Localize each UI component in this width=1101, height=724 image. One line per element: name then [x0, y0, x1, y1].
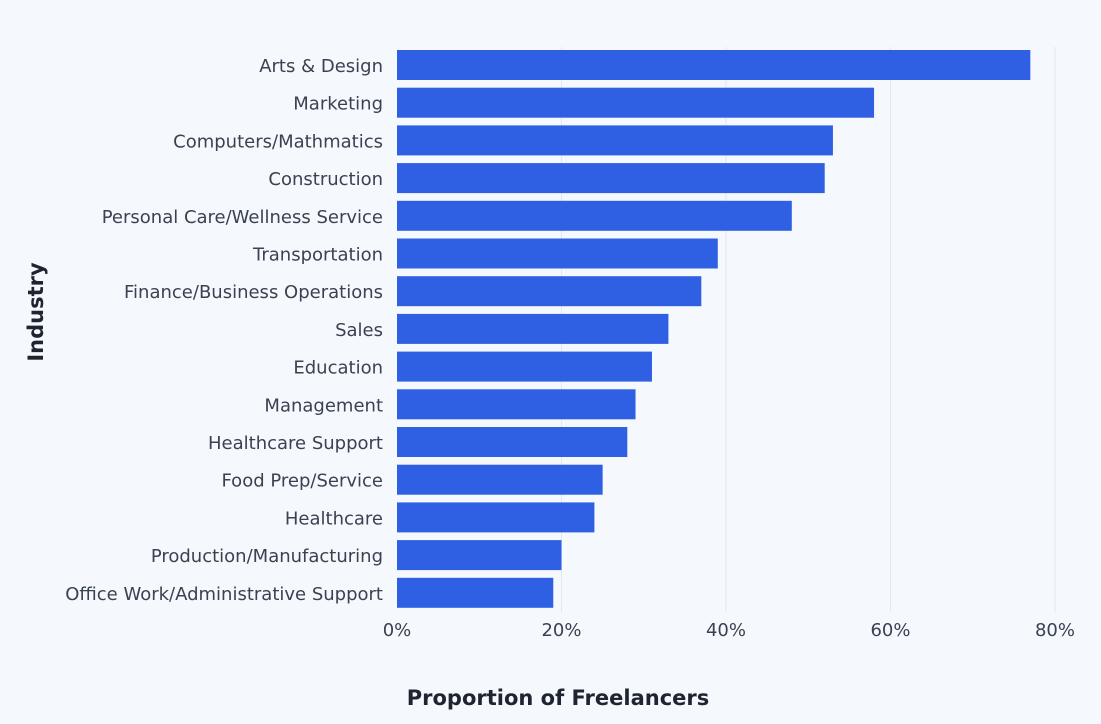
category-label: Healthcare [285, 508, 383, 529]
bar [397, 200, 792, 231]
x-axis-title: Proportion of Freelancers [407, 686, 710, 710]
bar [397, 50, 1031, 80]
category-label: Transportation [252, 245, 383, 266]
category-label: Arts & Design [259, 56, 383, 77]
bar [397, 351, 652, 382]
category-label: Healthcare Support [208, 433, 383, 454]
bar [397, 577, 554, 608]
bar [397, 389, 636, 420]
category-label: Computers/Mathmatics [173, 131, 383, 152]
bar [397, 464, 603, 495]
bar [397, 276, 702, 307]
category-label: Construction [268, 169, 383, 190]
bar [397, 313, 669, 344]
bar [397, 163, 825, 194]
category-label: Food Prep/Service [221, 471, 383, 492]
category-label: Office Work/Administrative Support [65, 584, 383, 605]
bars [397, 50, 1031, 608]
category-label: Education [293, 358, 383, 379]
x-tick-labels: 0% 20% 40% 60% 80% [383, 620, 1075, 641]
bar [397, 238, 718, 269]
category-label: Production/Manufacturing [151, 546, 383, 567]
x-tick-label: 0% [383, 620, 412, 641]
category-label: Management [264, 395, 383, 416]
category-label: Finance/Business Operations [124, 282, 383, 303]
bar [397, 427, 628, 457]
x-tick-label: 40% [706, 620, 746, 641]
bar [397, 502, 595, 533]
category-label: Personal Care/Wellness Service [102, 207, 383, 228]
category-label: Sales [335, 320, 383, 341]
y-axis-title: Industry [24, 262, 48, 362]
bar [397, 87, 875, 118]
x-tick-label: 60% [870, 620, 910, 641]
x-tick-label: 20% [541, 620, 581, 641]
bar [397, 125, 833, 156]
bar [397, 540, 562, 571]
x-tick-label: 80% [1035, 620, 1075, 641]
category-label: Marketing [293, 94, 383, 115]
category-labels: Arts & Design Marketing Computers/Mathmati… [65, 56, 383, 605]
